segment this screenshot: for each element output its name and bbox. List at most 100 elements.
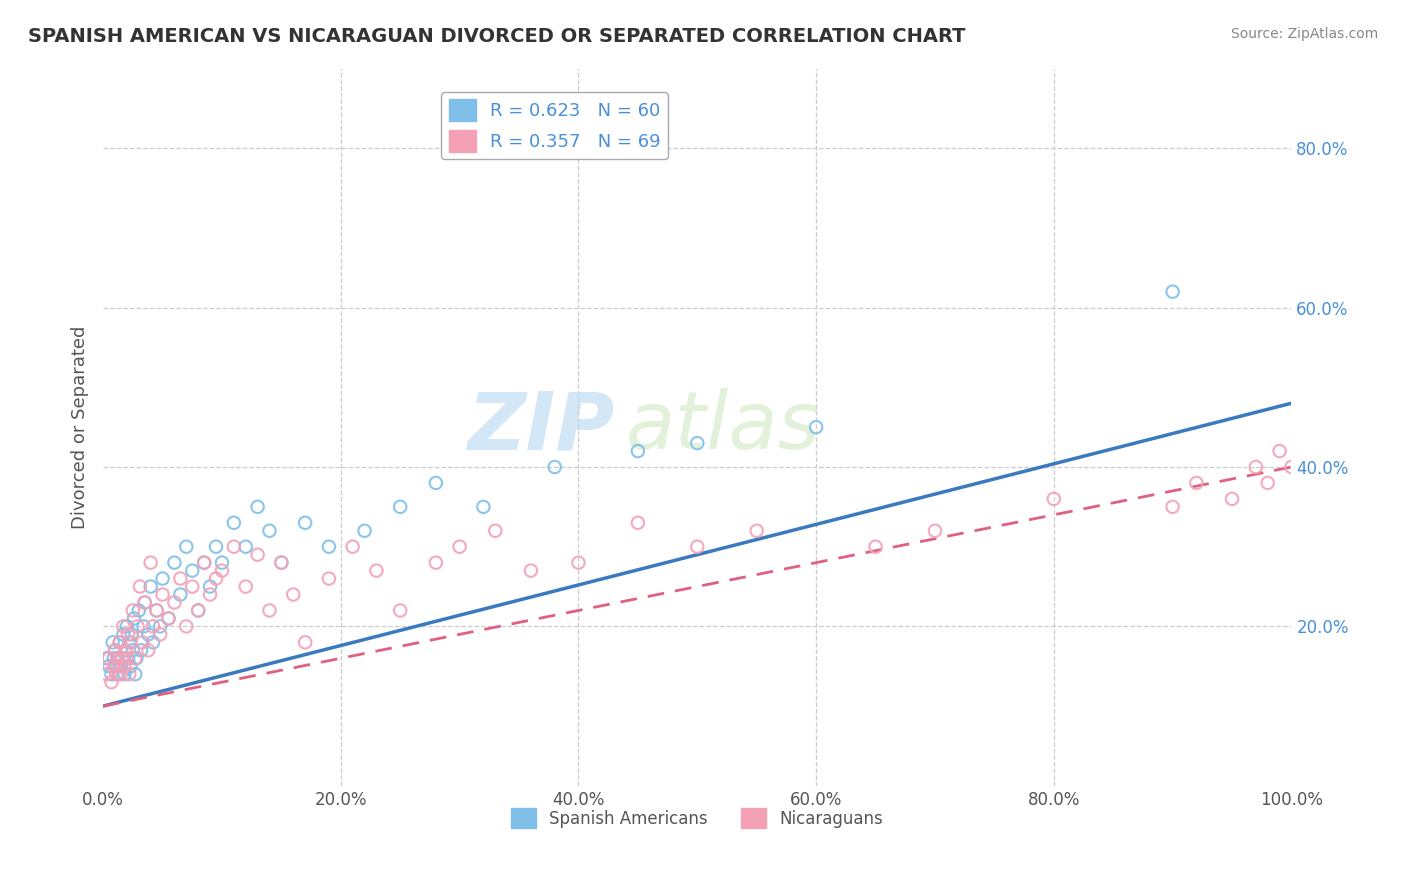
Point [108, 635, 131, 649]
Point [96, 651, 118, 665]
Point [96, 667, 118, 681]
Point [117, 651, 139, 665]
Point [222, 516, 245, 530]
Point [157, 611, 180, 625]
Point [103, 659, 125, 673]
Text: Source: ZipAtlas.com: Source: ZipAtlas.com [1230, 27, 1378, 41]
Point [211, 556, 233, 570]
Point [318, 540, 340, 554]
Point [131, 635, 153, 649]
Point [149, 619, 172, 633]
Point [100, 667, 122, 681]
Point [211, 564, 233, 578]
Point [120, 635, 142, 649]
Point [107, 659, 129, 673]
Point [1161, 500, 1184, 514]
Point [1268, 444, 1291, 458]
Point [745, 524, 768, 538]
Point [1185, 475, 1208, 490]
Point [121, 603, 143, 617]
Point [187, 603, 209, 617]
Point [169, 572, 191, 586]
Point [198, 580, 221, 594]
Point [118, 667, 141, 681]
Point [389, 500, 412, 514]
Point [366, 564, 388, 578]
Text: SPANISH AMERICAN VS NICARAGUAN DIVORCED OR SEPARATED CORRELATION CHART: SPANISH AMERICAN VS NICARAGUAN DIVORCED … [28, 27, 966, 45]
Point [235, 540, 257, 554]
Point [129, 643, 152, 657]
Point [181, 564, 204, 578]
Point [142, 635, 165, 649]
Point [121, 627, 143, 641]
Point [142, 619, 165, 633]
Point [104, 643, 127, 657]
Point [163, 556, 186, 570]
Point [246, 548, 269, 562]
Point [318, 572, 340, 586]
Point [1257, 475, 1279, 490]
Point [117, 627, 139, 641]
Point [1161, 285, 1184, 299]
Point [1244, 460, 1267, 475]
Point [124, 651, 146, 665]
Point [105, 667, 128, 681]
Point [111, 651, 134, 665]
Point [865, 540, 887, 554]
Point [139, 556, 162, 570]
Point [104, 643, 127, 657]
Point [127, 619, 149, 633]
Point [124, 667, 146, 681]
Point [134, 595, 156, 609]
Point [176, 619, 198, 633]
Point [259, 524, 281, 538]
Point [112, 627, 135, 641]
Point [283, 587, 305, 601]
Point [100, 675, 122, 690]
Point [98, 651, 121, 665]
Point [425, 556, 447, 570]
Point [520, 564, 543, 578]
Point [627, 516, 650, 530]
Point [108, 635, 131, 649]
Point [342, 540, 364, 554]
Point [118, 635, 141, 649]
Point [924, 524, 946, 538]
Point [139, 580, 162, 594]
Point [145, 603, 167, 617]
Point [270, 556, 292, 570]
Point [145, 603, 167, 617]
Point [115, 651, 138, 665]
Point [425, 475, 447, 490]
Point [222, 540, 245, 554]
Point [115, 619, 138, 633]
Point [128, 603, 150, 617]
Point [193, 556, 215, 570]
Point [294, 516, 316, 530]
Point [149, 627, 172, 641]
Point [1220, 491, 1243, 506]
Point [567, 556, 589, 570]
Point [112, 619, 135, 633]
Point [246, 500, 269, 514]
Point [103, 651, 125, 665]
Point [484, 524, 506, 538]
Point [125, 651, 148, 665]
Point [686, 436, 709, 450]
Point [1281, 460, 1303, 475]
Text: ZIP: ZIP [467, 388, 614, 467]
Point [107, 667, 129, 681]
Point [627, 444, 650, 458]
Point [98, 659, 121, 673]
Point [270, 556, 292, 570]
Point [132, 619, 155, 633]
Point [122, 611, 145, 625]
Point [105, 651, 128, 665]
Point [111, 651, 134, 665]
Point [449, 540, 471, 554]
Point [686, 540, 709, 554]
Point [129, 580, 152, 594]
Point [152, 572, 174, 586]
Point [121, 643, 143, 657]
Point [193, 556, 215, 570]
